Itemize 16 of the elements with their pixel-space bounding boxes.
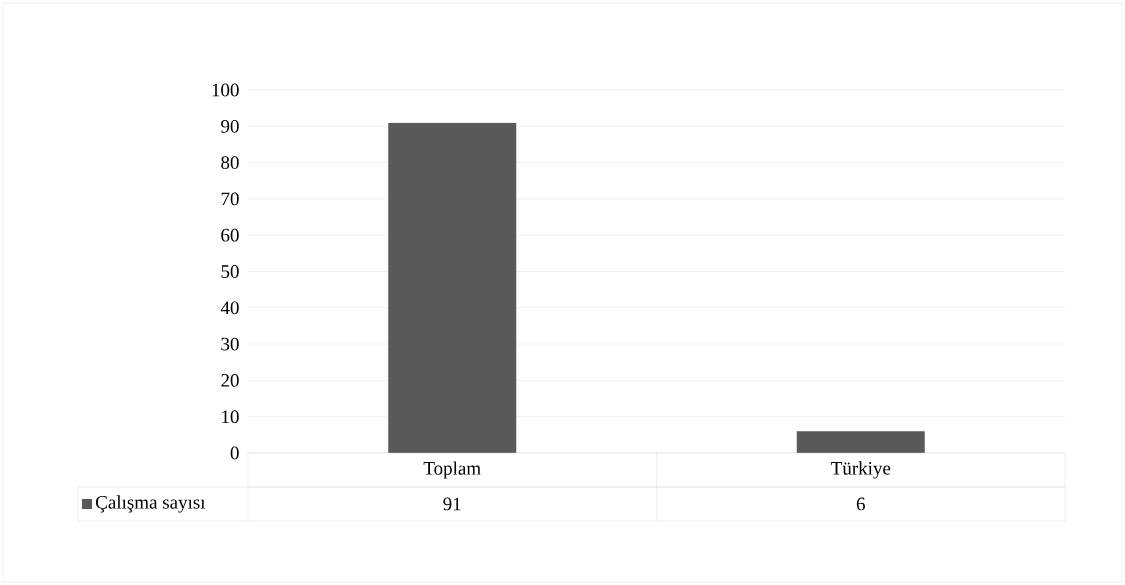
y-tick-label: 20	[221, 373, 239, 387]
data-label: 6	[856, 497, 865, 511]
y-tick-label: 40	[220, 301, 239, 315]
y-tick-label: 80	[221, 156, 239, 169]
y-tick-label: 60	[221, 228, 239, 242]
data-label: 91	[443, 497, 461, 511]
x-tick-label: Toplam	[423, 461, 481, 479]
y-tick-label: 30	[221, 337, 239, 351]
y-tick-label: 10	[222, 410, 239, 424]
y-tick-label: 100	[212, 83, 239, 97]
y-tick-label: 0	[230, 446, 239, 460]
y-tick-label: 90	[221, 119, 239, 133]
x-tick-label: Türkiye	[831, 461, 891, 479]
legend-label: Çalışma sayısı	[95, 495, 206, 513]
y-tick-label: 50	[221, 265, 239, 278]
y-tick-label: 70	[221, 192, 239, 206]
